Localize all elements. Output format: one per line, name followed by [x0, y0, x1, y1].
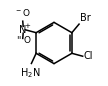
Text: N: N: [19, 25, 27, 35]
Text: O: O: [23, 36, 30, 45]
Text: ": ": [16, 36, 20, 45]
Text: H$_2$N: H$_2$N: [20, 66, 41, 80]
Text: +: +: [25, 23, 31, 29]
Text: Cl: Cl: [84, 51, 93, 61]
Text: $^-$O: $^-$O: [14, 7, 31, 18]
Text: Br: Br: [80, 13, 91, 23]
